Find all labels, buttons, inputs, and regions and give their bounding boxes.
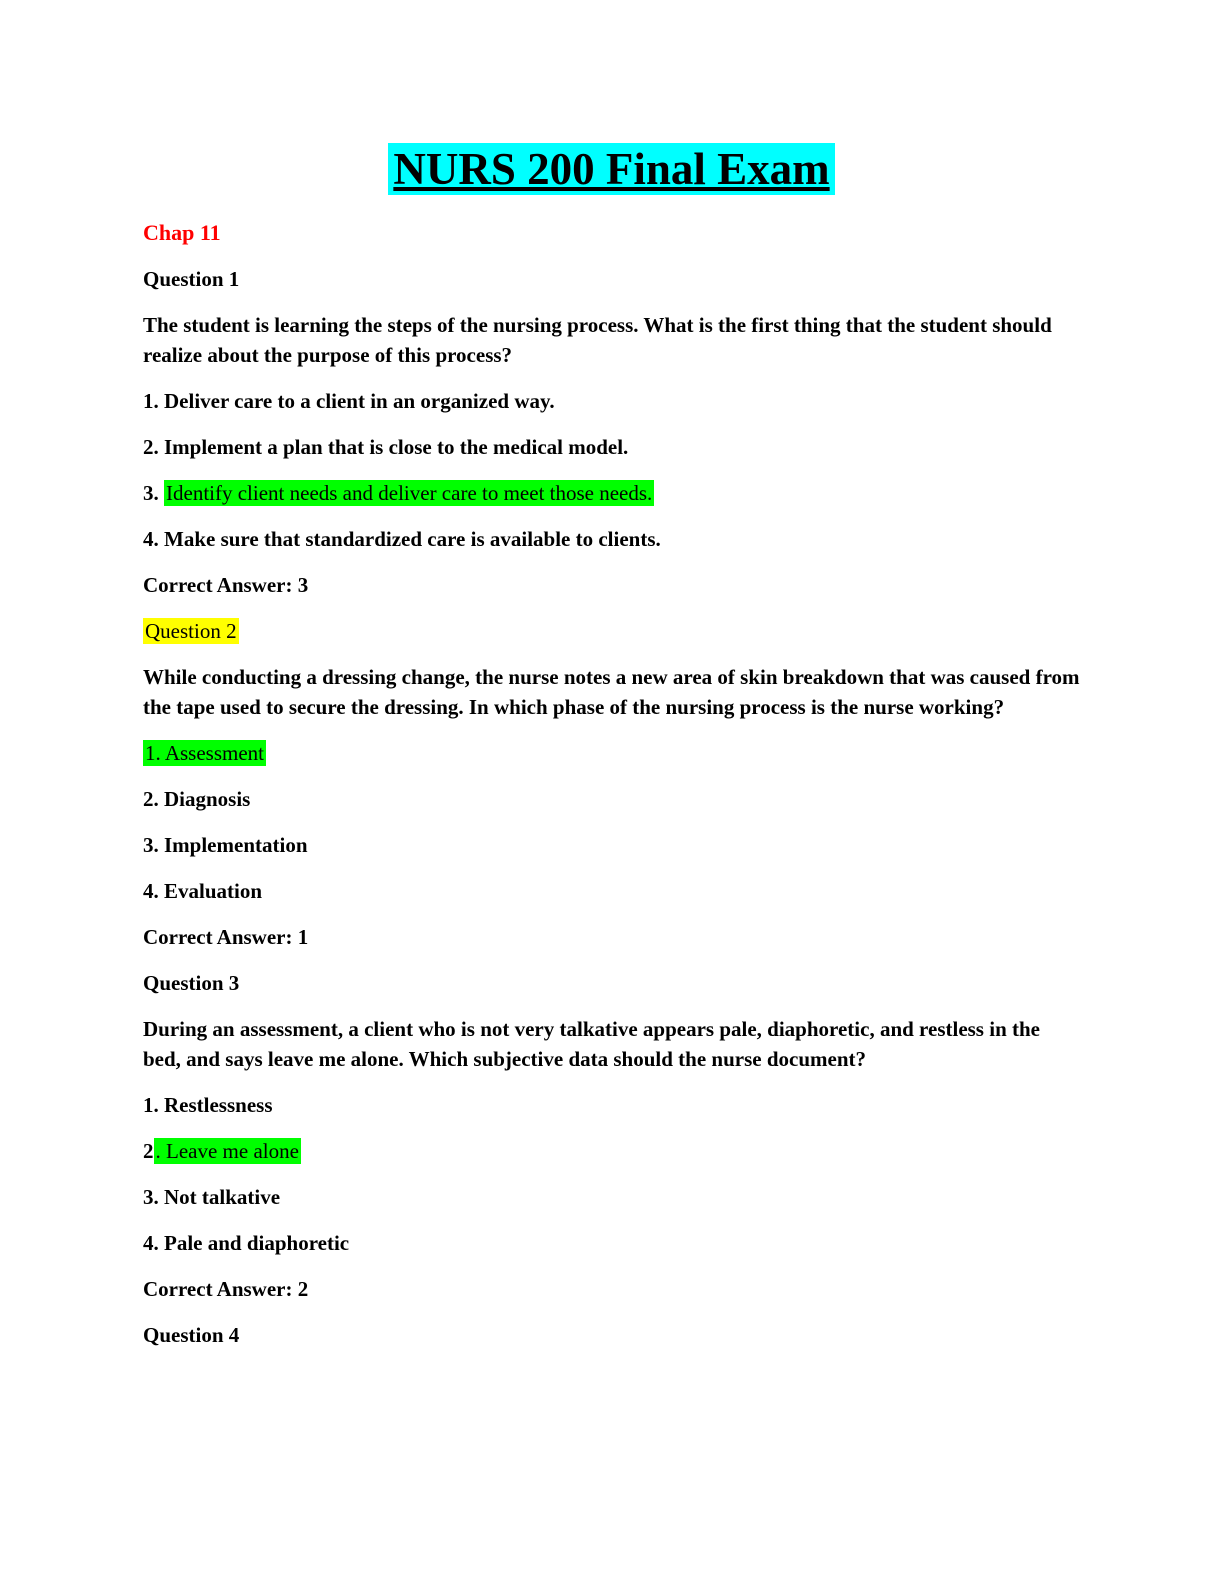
answer-option: 4. Pale and diaphoretic <box>143 1228 1080 1258</box>
document-title: NURS 200 Final Exam <box>143 140 1080 198</box>
correct-answer: Correct Answer: 1 <box>143 925 309 949</box>
answer-option-prefix: 2 <box>143 1139 154 1163</box>
answer-option: 4. Evaluation <box>143 876 1080 906</box>
answer-option: 2. Implement a plan that is close to the… <box>143 432 1080 462</box>
answer-option: 3. Identify client needs and deliver car… <box>143 478 1080 508</box>
correct-answer: Correct Answer: 3 <box>143 573 309 597</box>
question-text: The student is learning the steps of the… <box>143 313 1052 367</box>
answer-option: 3. Implementation <box>143 830 1080 860</box>
answer-option-prefix: 3. <box>143 481 164 505</box>
question-label: Question 4 <box>143 1323 240 1347</box>
answer-option-text: 4. Make sure that standardized care is a… <box>143 527 661 551</box>
answer-option: 2. Leave me alone <box>143 1136 1080 1166</box>
answer-option-text: 3. Implementation <box>143 833 308 857</box>
answer-option-highlight: Identify client needs and deliver care t… <box>164 480 655 506</box>
answer-option: 4. Make sure that standardized care is a… <box>143 524 1080 554</box>
question-text: During an assessment, a client who is no… <box>143 1017 1040 1071</box>
answer-option-text: 4. Pale and diaphoretic <box>143 1231 350 1255</box>
answer-option-highlight: . Leave me alone <box>153 1138 301 1164</box>
question-label: Question 3 <box>143 971 240 995</box>
question-label-highlight: Question 2 <box>143 618 239 644</box>
answer-option-highlight: 1. Assessment <box>143 740 267 766</box>
question-label: Question 1 <box>143 267 240 291</box>
answer-option: 1. Deliver care to a client in an organi… <box>143 386 1080 416</box>
answer-option: 2. Diagnosis <box>143 784 1080 814</box>
answer-option-text: 3. Not talkative <box>143 1185 281 1209</box>
answer-option-text: 1. Restlessness <box>143 1093 273 1117</box>
document-page: NURS 200 Final Exam Chap 11 Question 1 T… <box>143 140 1080 1347</box>
answer-option-text: 2. Diagnosis <box>143 787 251 811</box>
answer-option-text: 1. Deliver care to a client in an organi… <box>143 389 555 413</box>
title-highlight-text: NURS 200 Final Exam <box>388 143 835 195</box>
chapter-heading: Chap 11 <box>143 220 221 245</box>
answer-option: 1. Assessment <box>143 738 1080 768</box>
question-text: While conducting a dressing change, the … <box>143 665 1080 719</box>
answer-option-text: 4. Evaluation <box>143 879 263 903</box>
correct-answer: Correct Answer: 2 <box>143 1277 309 1301</box>
answer-option: 1. Restlessness <box>143 1090 1080 1120</box>
answer-option: 3. Not talkative <box>143 1182 1080 1212</box>
answer-option-text: 2. Implement a plan that is close to the… <box>143 435 629 459</box>
question-label: Question 2 <box>143 616 1080 646</box>
